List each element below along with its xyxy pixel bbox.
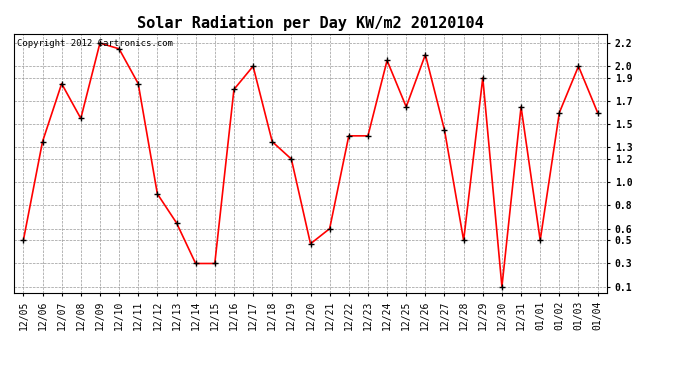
- Text: Copyright 2012 Cartronics.com: Copyright 2012 Cartronics.com: [17, 39, 172, 48]
- Title: Solar Radiation per Day KW/m2 20120104: Solar Radiation per Day KW/m2 20120104: [137, 15, 484, 31]
